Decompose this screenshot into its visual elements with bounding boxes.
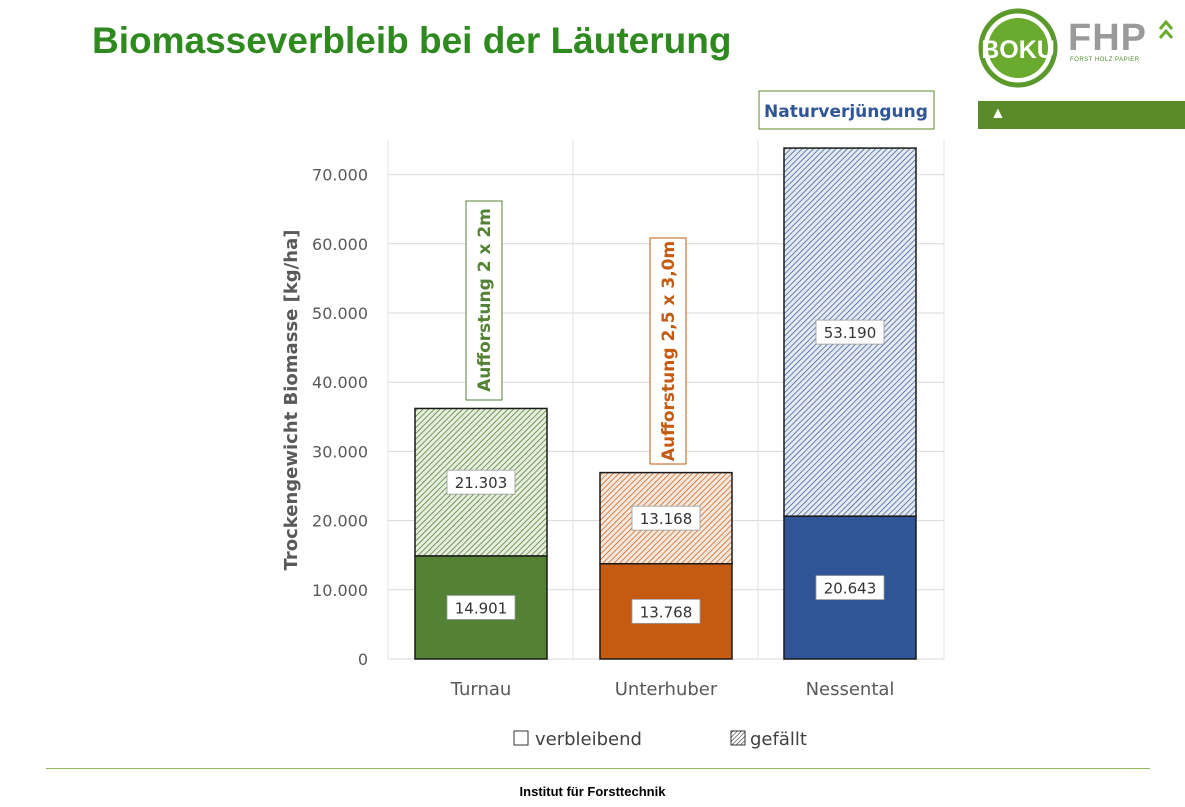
tree-chevrons-icon: [1158, 19, 1174, 39]
x-tick-label: Nessental: [806, 679, 895, 700]
data-label-verbleibend: 20.643: [824, 580, 877, 598]
y-axis-label: Trockengewicht Biomasse [kg/ha]: [281, 230, 302, 571]
y-tick-label: 20.000: [312, 512, 368, 531]
x-tick-label: Turnau: [450, 679, 512, 700]
data-label-box: [815, 575, 885, 600]
legend-swatch-verbleibend: [513, 730, 529, 746]
data-label-gefaellt: 13.168: [640, 510, 693, 528]
annotation-box-turnau: [465, 200, 503, 401]
y-tick-label: 60.000: [312, 235, 368, 254]
y-tick-label: 0: [358, 650, 368, 669]
data-label-verbleibend: 13.768: [640, 603, 693, 621]
footer-text: Institut für Forsttechnik: [519, 784, 666, 799]
y-tick-label: 50.000: [312, 304, 368, 323]
annotation-turnau: Aufforstung 2 x 2m: [475, 208, 495, 392]
data-label-verbleibend: 14.901: [455, 599, 508, 617]
data-label-box: [446, 595, 516, 620]
accent-bar: ▲: [978, 101, 1185, 129]
legend-label-verbleibend: verbleibend: [535, 729, 642, 750]
data-label-box: [815, 319, 885, 345]
slide-title: Biomasseverbleib bei der Läuterung: [92, 20, 732, 61]
fhp-logo-subtext: FORST HOLZ PAPIER: [1070, 57, 1140, 63]
x-tick-label: Unterhuber: [615, 679, 718, 700]
data-label-box: [631, 598, 701, 624]
boku-logo-icon: BOKU: [978, 8, 1058, 88]
data-label-gefaellt: 53.190: [824, 324, 877, 342]
legend-label-gefaellt: gefällt: [750, 729, 807, 750]
footer-divider: [46, 768, 1150, 769]
data-label-box: [631, 505, 701, 531]
boku-logo-text: BOKU: [981, 36, 1055, 64]
y-tick-label: 10.000: [312, 581, 368, 600]
y-tick-label: 70.000: [312, 166, 368, 185]
y-tick-label: 40.000: [312, 373, 368, 392]
annotation-unterhuber: Aufforstung 2,5 x 3,0m: [659, 241, 679, 461]
triangle-icon: ▲: [990, 105, 1006, 122]
data-label-gefaellt: 21.303: [455, 474, 508, 492]
data-label-box: [446, 469, 516, 495]
annotation-nessental: Naturverjüngung: [764, 102, 928, 122]
y-tick-label: 30.000: [312, 442, 368, 461]
annotation-box-nessental: [758, 90, 935, 130]
annotation-box-unterhuber: [649, 237, 687, 465]
fhp-logo-text: FHP: [1068, 17, 1147, 59]
legend-swatch-gefaellt: [730, 730, 746, 746]
